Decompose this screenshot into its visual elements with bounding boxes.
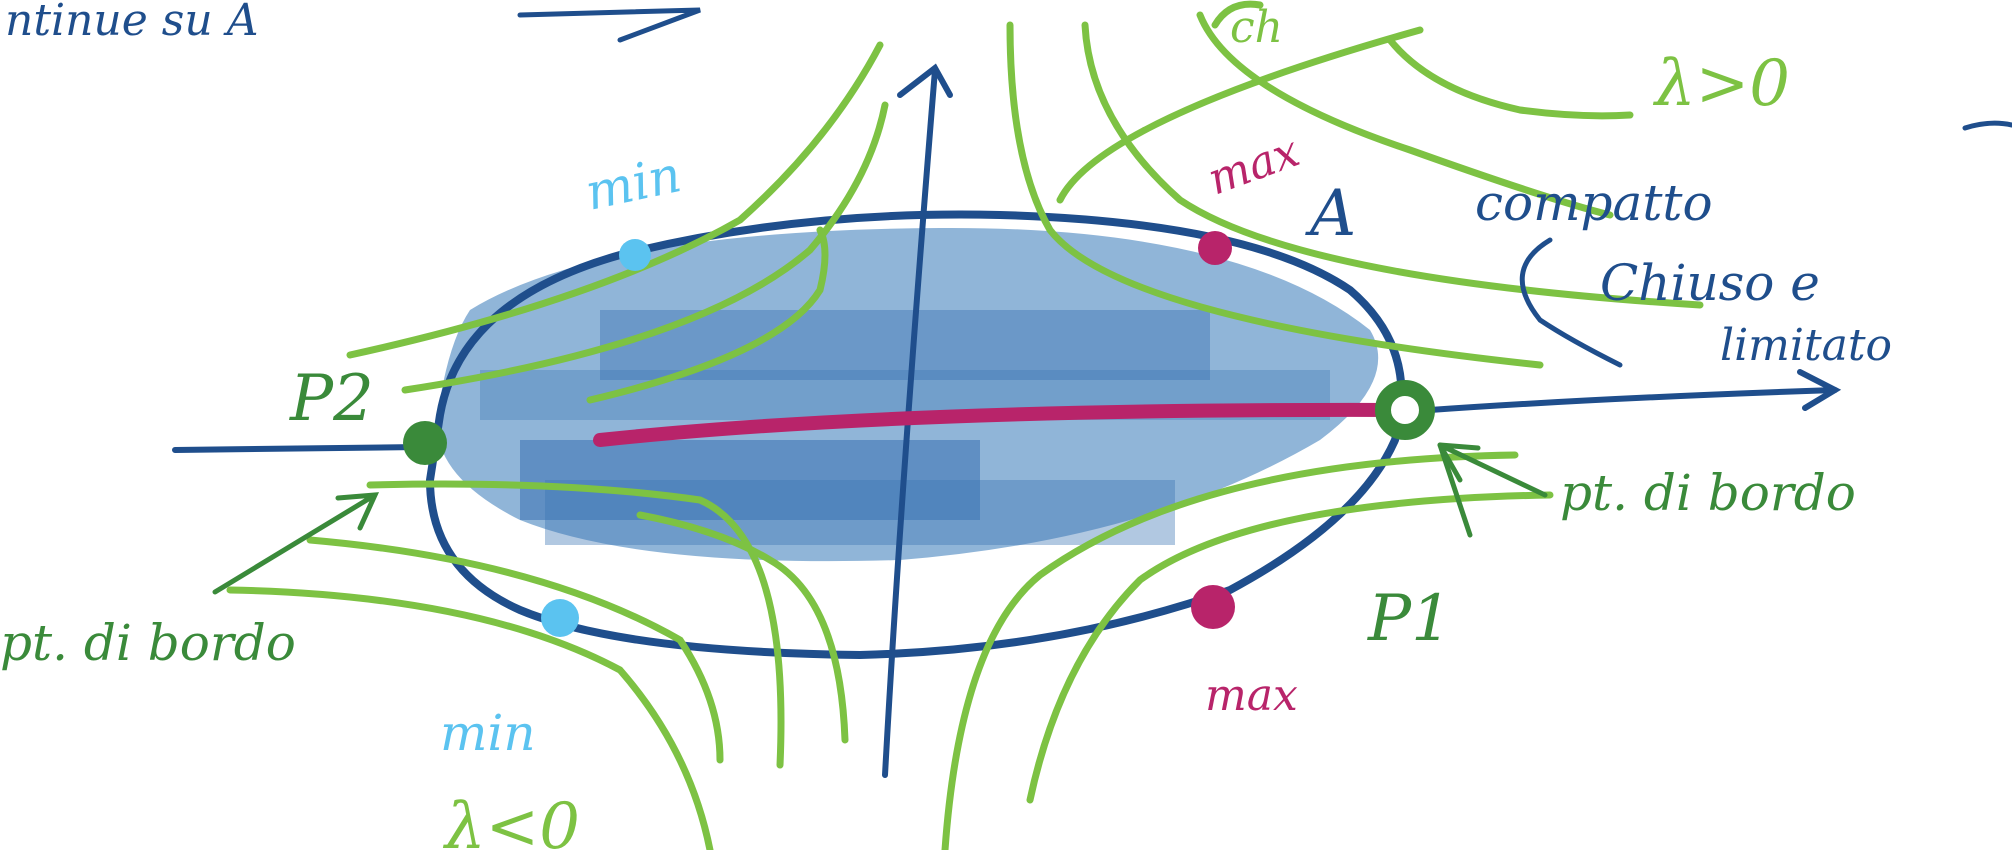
- right-edge-stroke: [1962, 120, 2012, 131]
- level-curve-2: [401, 101, 889, 394]
- bordo-left-label: pt. di bordo: [0, 614, 296, 672]
- limitato-label: limitato: [1720, 320, 1892, 371]
- compatto-bracket: [1519, 237, 1623, 368]
- top-arrow: [517, 7, 701, 43]
- bordo-right-label: pt. di bordo: [1560, 464, 1856, 522]
- lambda-negative-label: λ<0: [442, 790, 580, 850]
- level-curve-1: [346, 41, 884, 359]
- set-a-label: A: [1305, 177, 1356, 251]
- top-fragment-right: ch: [1230, 2, 1283, 53]
- min-bottom-label: min: [440, 704, 536, 762]
- x-axis: [172, 387, 1838, 453]
- labels: ntinue su A ch — λ>0 λ<0 A compatto Chiu…: [0, 0, 1892, 850]
- p2-label: P2: [289, 362, 374, 436]
- level-curve-12: [226, 586, 714, 850]
- x-axis-arrowhead: [1797, 369, 1842, 411]
- arrow-bordo-left: [212, 492, 380, 595]
- level-curve-5: [1056, 26, 1424, 204]
- chiuso-label: Chiuso e: [1600, 254, 1820, 312]
- p1-label: P1: [1367, 582, 1452, 656]
- max-top-label: max: [1201, 126, 1306, 206]
- boundary-points: [403, 231, 1435, 637]
- compatto-label: compatto: [1475, 174, 1713, 232]
- max-point-bottom: [1191, 585, 1235, 629]
- y-axis: [882, 67, 938, 778]
- level-curves: [226, 0, 1704, 850]
- level-curve-3: [586, 226, 829, 404]
- y-axis-arrowhead: [897, 63, 953, 98]
- min-point-bottom: [541, 599, 579, 637]
- top-line-label: ntinue su A: [5, 0, 258, 46]
- arrow-p1-vertical: [1437, 442, 1473, 538]
- max-segment: [593, 402, 1417, 447]
- max-point-top: [1198, 231, 1232, 265]
- level-curve-6: [1081, 21, 1704, 309]
- point-p2: [403, 421, 447, 465]
- annotation-arrows: [212, 442, 1548, 595]
- level-curve-4: [1006, 21, 1544, 369]
- compatto-arrow: [517, 7, 2012, 368]
- level-curve-14: [941, 451, 1519, 850]
- level-curve-9: [1211, 0, 1264, 29]
- max-bottom-label: max: [1205, 670, 1298, 721]
- level-curve-8: [1386, 36, 1634, 120]
- level-curve-10: [366, 480, 785, 769]
- top-fragment-far-right: —: [1600, 0, 1644, 21]
- level-curve-15: [1026, 491, 1554, 804]
- lambda-positive-label: λ>0: [1652, 47, 1790, 121]
- min-top-label: min: [580, 145, 686, 222]
- axes: [172, 63, 1842, 778]
- point-p1: [1375, 380, 1435, 440]
- min-point-top: [619, 239, 651, 271]
- region-a-boundary: [425, 210, 1406, 660]
- level-curve-7: [1196, 11, 1614, 219]
- level-curve-13: [636, 511, 849, 744]
- level-curve-11: [306, 536, 724, 764]
